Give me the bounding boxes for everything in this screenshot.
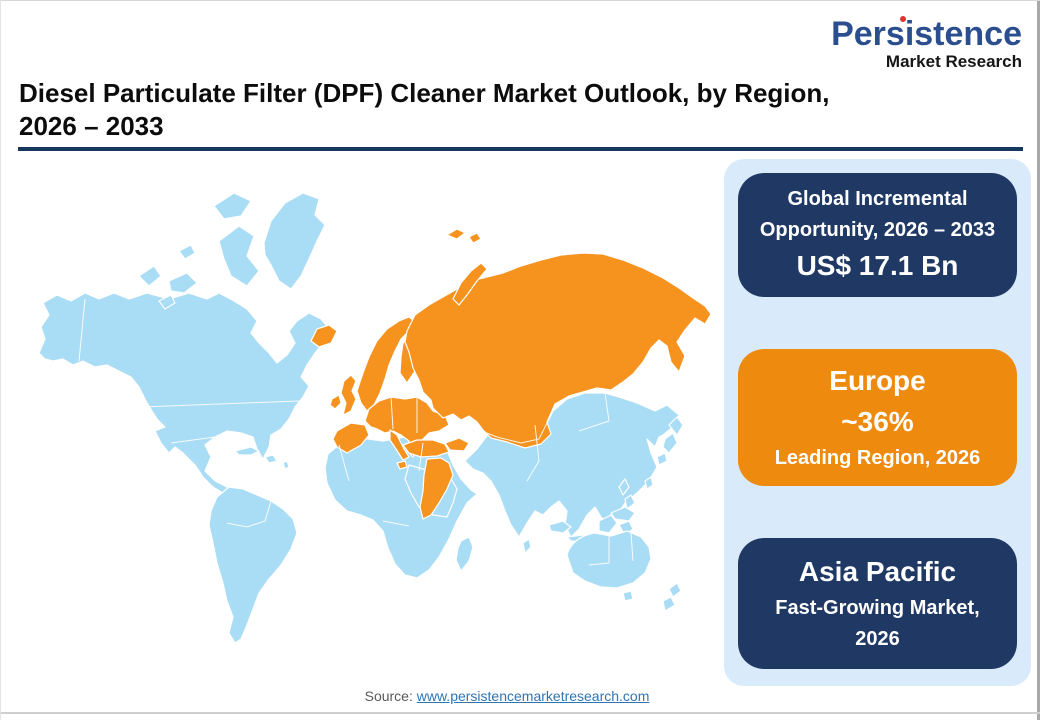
map-south-america — [208, 486, 298, 644]
europe-share-value: ~36% — [841, 406, 914, 437]
map-uk — [340, 374, 357, 416]
europe-title: Europe — [829, 365, 926, 397]
card-global-opportunity: Global Incremental Opportunity, 2026 – 2… — [738, 173, 1017, 297]
europe-caption: Leading Region, 2026 — [774, 446, 981, 469]
source-link[interactable]: www.persistencemarketresearch.com — [416, 688, 650, 704]
page-title: Diesel Particulate Filter (DPF) Cleaner … — [19, 77, 1009, 143]
map-iceland — [310, 324, 338, 348]
map-caucasus — [444, 437, 470, 452]
map-north-america — [38, 292, 332, 508]
map-ireland — [329, 394, 342, 410]
source-label: Source: — [364, 688, 417, 704]
logo-red-dot-icon — [900, 16, 907, 22]
info-panel: Global Incremental Opportunity, 2026 – 2… — [724, 159, 1031, 686]
title-line-2: 2026 – 2033 — [19, 111, 164, 142]
map-madagascar — [455, 536, 474, 572]
title-line-1: Diesel Particulate Filter (DPF) Cleaner … — [19, 78, 830, 108]
asia-pacific-caption-line1: Fast-Growing Market, — [775, 596, 980, 619]
card-europe: Europe ~36% Leading Region, 2026 — [738, 349, 1017, 486]
map-russia — [404, 252, 712, 449]
world-map — [19, 181, 719, 673]
logo: Persistence Market Research — [831, 15, 1022, 71]
global-opportunity-value: US$ 17.1 Bn — [796, 249, 959, 281]
slide-bottom-edge — [1, 712, 1040, 714]
map-iberia — [332, 422, 370, 454]
map-greenland — [263, 192, 326, 290]
map-italy — [389, 429, 410, 461]
global-opportunity-line1: Global Incremental — [787, 187, 968, 210]
map-levant — [419, 457, 454, 520]
logo-brand-text: Persistence — [831, 15, 1022, 53]
asia-pacific-caption-line2: 2026 — [855, 627, 900, 650]
map-country-borders — [78, 298, 634, 566]
map-africa — [324, 436, 478, 579]
map-novaya-zemlya — [452, 262, 488, 306]
asia-pacific-title: Asia Pacific — [798, 556, 957, 588]
source-line: Source: www.persistencemarketresearch.co… — [1, 688, 1013, 704]
card-asia-pacific: Asia Pacific Fast-Growing Market, 2026 — [738, 538, 1017, 669]
global-opportunity-line2: Opportunity, 2026 – 2033 — [759, 218, 996, 241]
slide-right-edge — [1037, 1, 1040, 720]
logo-tagline: Market Research — [885, 52, 1022, 71]
map-turkey — [402, 439, 450, 458]
logo-brand: Persistence — [831, 15, 1022, 53]
title-underline — [18, 147, 1023, 151]
map-highlight-group — [310, 228, 712, 520]
